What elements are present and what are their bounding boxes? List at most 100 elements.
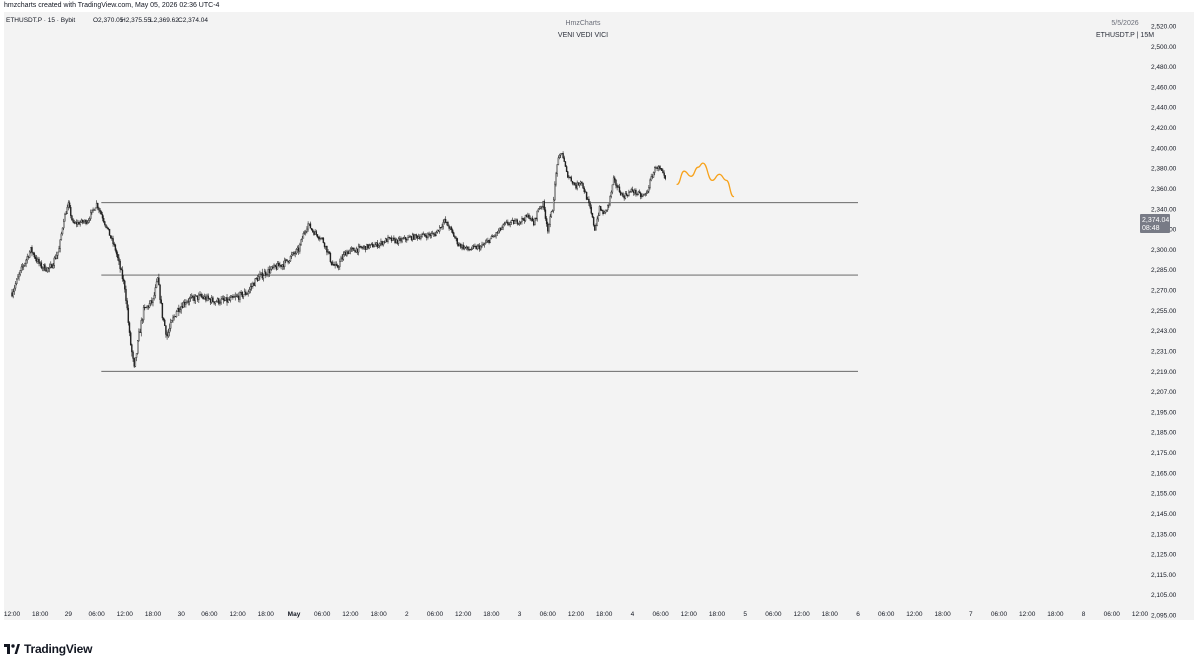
candle (409, 235, 412, 238)
candle (396, 239, 399, 245)
candle (497, 228, 500, 234)
candle (429, 232, 431, 239)
candle (594, 224, 596, 231)
candle (91, 209, 93, 215)
candle (523, 217, 525, 224)
candle (462, 242, 464, 251)
candle (58, 245, 60, 253)
candle (384, 237, 387, 243)
candle (469, 248, 471, 251)
candle (357, 243, 360, 256)
candle (235, 293, 238, 298)
candle (501, 225, 503, 230)
candle (55, 251, 58, 260)
candle (85, 219, 87, 226)
candle (17, 274, 19, 280)
candle (572, 182, 575, 186)
candle (80, 218, 83, 224)
candle (325, 245, 327, 250)
candle (489, 238, 491, 244)
candle (305, 229, 307, 236)
candle (54, 254, 57, 260)
tradingview-logo[interactable]: TradingView (4, 642, 92, 656)
candle (293, 251, 295, 256)
candle (240, 290, 242, 296)
candle (67, 200, 70, 211)
candle (339, 258, 341, 270)
candle (533, 218, 535, 227)
candle (528, 213, 530, 219)
candle (28, 250, 31, 259)
candle (456, 237, 459, 247)
candlestick-chart[interactable]: 2,520.00 2,500.00 2,480.00 2,460.00 2,440.00… (4, 12, 1194, 620)
candle (43, 264, 45, 272)
candle (109, 235, 112, 239)
candle (179, 306, 181, 314)
candle (337, 265, 340, 271)
x-tick-label: 12:00 (117, 611, 134, 618)
candle (602, 209, 604, 216)
candle (564, 161, 567, 167)
candle (295, 248, 298, 255)
x-tick-label: 12:00 (906, 611, 923, 618)
candle (560, 153, 562, 159)
candle (543, 199, 545, 212)
candle (223, 296, 226, 302)
candle (349, 247, 352, 255)
candle (374, 241, 376, 247)
candle (610, 190, 612, 199)
candle (308, 223, 310, 227)
candle (287, 260, 289, 265)
candle (216, 297, 219, 303)
candle (242, 294, 245, 300)
candle (603, 211, 605, 215)
candle (576, 180, 578, 191)
candle (435, 231, 437, 237)
candle (79, 220, 81, 227)
candle (205, 294, 207, 303)
candle (550, 210, 553, 218)
candle (133, 357, 135, 368)
candle (549, 214, 551, 228)
candle (73, 219, 75, 225)
candle (226, 294, 228, 306)
candle (630, 187, 632, 193)
candle (529, 215, 531, 221)
candle (99, 208, 101, 215)
candle (484, 239, 487, 245)
candle (326, 245, 328, 256)
candle (441, 223, 443, 230)
candle (19, 270, 21, 277)
candle (427, 232, 429, 240)
candle (455, 236, 457, 242)
candle (487, 237, 489, 243)
candle (615, 179, 617, 189)
candle (577, 182, 580, 186)
candle (540, 205, 542, 210)
candle (480, 245, 482, 251)
candle (276, 261, 279, 270)
candle (115, 248, 118, 258)
candle (475, 244, 477, 250)
candle (333, 261, 335, 267)
candle (644, 193, 647, 197)
candle (279, 261, 281, 268)
candle (361, 245, 363, 250)
candle (367, 244, 369, 250)
candle (119, 259, 121, 273)
candle (281, 264, 283, 271)
candle (184, 299, 186, 308)
candle (40, 260, 43, 270)
projection-path[interactable] (676, 162, 735, 198)
candle (411, 232, 414, 242)
candle (474, 243, 476, 248)
candle (102, 215, 105, 224)
candle (233, 294, 235, 298)
chart-panel[interactable]: 2,520.00 2,500.00 2,480.00 2,460.00 2,440.00… (4, 12, 1194, 620)
candle (57, 251, 59, 260)
candle (500, 227, 502, 232)
ohlc-open: O2,370.05 (93, 17, 124, 24)
candle (342, 251, 345, 261)
x-tick-label: 06:00 (1104, 611, 1121, 618)
candle (619, 190, 622, 196)
